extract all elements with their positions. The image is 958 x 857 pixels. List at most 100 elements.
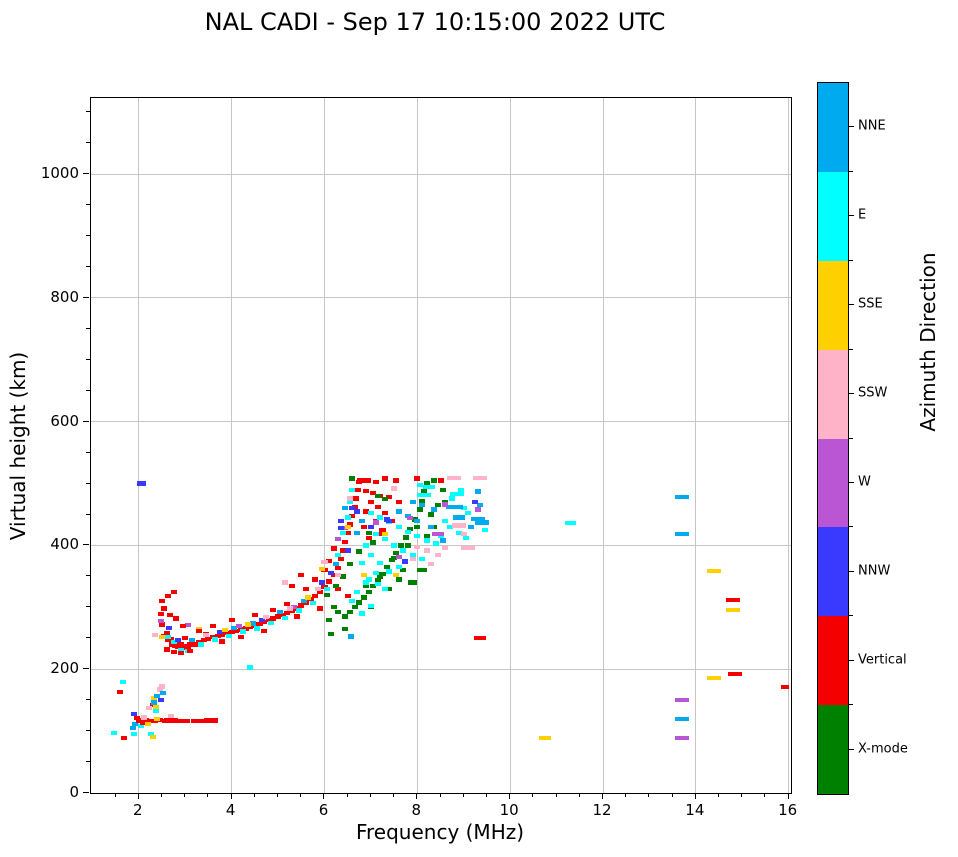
colorbar-tick [849, 304, 854, 306]
data-point-vertical [370, 490, 377, 495]
data-point-vertical [284, 610, 291, 616]
data-point-x-mode [327, 631, 334, 637]
data-point-ssw [263, 615, 270, 620]
data-point-nnw [353, 509, 360, 514]
data-point-e [432, 541, 439, 546]
data-point-vertical [728, 672, 743, 677]
data-point-vertical [414, 476, 421, 481]
data-point-nne [476, 503, 483, 508]
y-tick-label: 600 [50, 411, 79, 430]
data-point-e [170, 639, 177, 645]
data-point-vertical [261, 628, 268, 634]
data-point-e [367, 603, 374, 609]
data-point-nne [446, 504, 463, 510]
data-point-ssw [156, 687, 163, 692]
data-point-x-mode [342, 614, 349, 619]
x-major-tick [416, 793, 418, 799]
colorbar-category-label: W [858, 474, 871, 490]
data-point-vertical [158, 611, 165, 617]
data-point-vertical [381, 511, 388, 516]
data-point-e [198, 642, 205, 647]
data-point-e [456, 530, 463, 536]
colorbar-segment-x-mode [818, 705, 848, 794]
data-point-nnw [319, 580, 326, 585]
x-minor-tick [369, 793, 371, 797]
data-point-e [405, 529, 412, 534]
data-point-ssw [423, 548, 430, 553]
data-point-x-mode [323, 592, 330, 598]
data-point-vertical [228, 617, 235, 622]
data-point-vertical [379, 527, 386, 533]
data-point-vertical [270, 616, 277, 621]
data-point-vertical [288, 583, 295, 588]
data-point-e [254, 626, 261, 631]
data-point-x-mode [370, 540, 377, 545]
data-point-x-mode [423, 481, 430, 486]
data-point-e [564, 521, 577, 526]
data-point-nnw [337, 525, 344, 531]
data-point-e [481, 527, 488, 533]
data-point-vertical [342, 539, 349, 544]
data-point-sse [154, 716, 161, 721]
x-tick-label: 4 [225, 801, 236, 819]
data-point-ssw [158, 684, 165, 689]
x-tick-label: 12 [592, 801, 612, 819]
data-point-sse [707, 568, 722, 573]
data-point-vertical [214, 633, 221, 638]
data-point-e [377, 515, 384, 520]
gridline-x [138, 98, 140, 793]
data-point-x-mode [351, 605, 358, 610]
data-point-x-mode [384, 564, 391, 570]
data-point-nne [470, 516, 485, 521]
data-point-vertical [381, 476, 388, 481]
data-point-vertical [374, 532, 386, 537]
data-point-x-mode [393, 550, 400, 556]
gridline-y [91, 421, 791, 423]
data-point-nne [151, 700, 158, 705]
data-point-e [268, 620, 275, 625]
data-point-vertical [265, 618, 272, 623]
data-point-nne [132, 721, 139, 726]
x-major-tick [323, 793, 325, 799]
data-point-vertical [326, 558, 333, 564]
data-point-ssw [146, 706, 153, 711]
data-point-vertical [177, 642, 184, 647]
colorbar-category-label: SSE [858, 296, 883, 312]
data-point-ssw [168, 714, 175, 719]
data-point-sse [150, 696, 157, 701]
data-point-sse [319, 566, 326, 572]
data-point-vertical [279, 612, 286, 617]
colorbar-category-label: X-mode [858, 741, 908, 757]
colorbar-tick [849, 570, 854, 572]
colorbar-segment-sse [818, 260, 848, 350]
data-point-nne [249, 621, 256, 626]
data-point-x-mode [377, 574, 384, 579]
data-point-nnw [136, 481, 147, 486]
data-point-e [395, 524, 402, 530]
data-point-vertical [275, 614, 282, 619]
data-point-ssw [442, 545, 449, 551]
data-point-w [674, 735, 689, 741]
data-point-sse [221, 628, 228, 633]
data-point-x-mode [407, 526, 414, 531]
data-point-vertical [363, 509, 370, 514]
y-minor-tick [86, 265, 90, 267]
data-point-w [291, 604, 298, 609]
data-point-w [372, 520, 379, 525]
colorbar-segment-e [818, 171, 848, 261]
data-point-e [153, 708, 160, 713]
x-major-tick [694, 793, 696, 799]
data-point-sse [344, 524, 351, 530]
data-point-ssw [409, 556, 416, 562]
x-minor-tick [114, 793, 116, 797]
data-point-nne [353, 530, 360, 536]
data-point-e [349, 487, 356, 492]
data-point-vertical [261, 620, 268, 625]
data-point-vertical [367, 499, 374, 505]
data-point-e [177, 648, 184, 653]
gridline-x [788, 98, 790, 793]
data-point-sse [539, 735, 551, 741]
colorbar-segment-nnw [818, 527, 848, 617]
data-point-nnw [217, 629, 224, 635]
data-point-vertical [177, 650, 184, 656]
